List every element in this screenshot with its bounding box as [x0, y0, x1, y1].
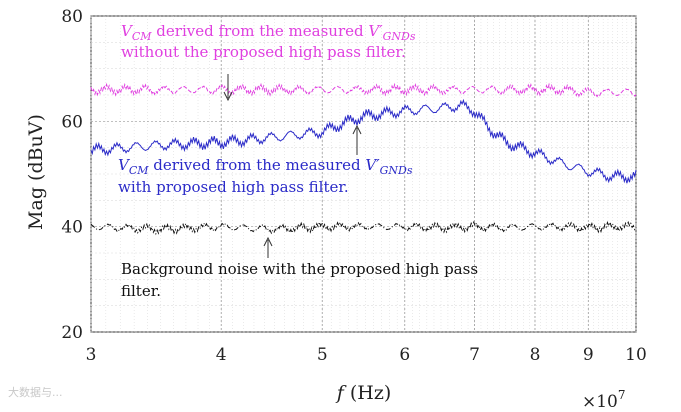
- series-line: [90, 98, 637, 184]
- svg-text:without the proposed high pass: without the proposed high pass filter.: [121, 43, 406, 61]
- series-group: [90, 82, 637, 236]
- x-tick-label: 8: [530, 345, 541, 365]
- x-tick-label: 6: [399, 345, 410, 365]
- svg-text:with proposed high pass filter: with proposed high pass filter.: [118, 178, 349, 196]
- svg-text:VCM derived from the measured: VCM derived from the measured V′GNDs: [121, 22, 416, 43]
- x-tick-labels: 3 4 5 6 7 8 9 10: [86, 345, 647, 365]
- annotation-magenta: VCM derived from the measured V′GNDs wit…: [121, 22, 416, 102]
- annotation-blue: VCM derived from the measured V′GNDs wit…: [118, 124, 413, 196]
- x-multiplier: ×107: [582, 388, 626, 412]
- y-tick-label: 60: [61, 112, 83, 132]
- x-axis-label: f (Hz): [335, 382, 392, 404]
- watermark: 大数据与...: [8, 386, 63, 399]
- x-tick-label: 4: [216, 345, 227, 365]
- svg-text:VCM derived from the measured: VCM derived from the measured V′GNDs: [118, 156, 413, 177]
- grid: [90, 15, 637, 333]
- svg-text:Background noise with the prop: Background noise with the proposed high …: [121, 260, 478, 278]
- x-tick-label: 7: [469, 345, 480, 365]
- y-tick-label: 20: [61, 323, 83, 343]
- x-tick-label: 10: [625, 345, 647, 365]
- y-tick-label: 80: [61, 7, 83, 27]
- series-line: [90, 220, 637, 236]
- x-tick-label: 3: [86, 345, 97, 365]
- annotation-black: Background noise with the proposed high …: [121, 236, 478, 300]
- x-tick-label: 5: [317, 345, 328, 365]
- y-tick-label: 40: [61, 218, 83, 238]
- x-tick-label: 9: [583, 345, 594, 365]
- svg-text:filter.: filter.: [121, 282, 161, 300]
- series-line: [90, 82, 637, 98]
- y-axis-label: Mag (dBuV): [25, 114, 47, 230]
